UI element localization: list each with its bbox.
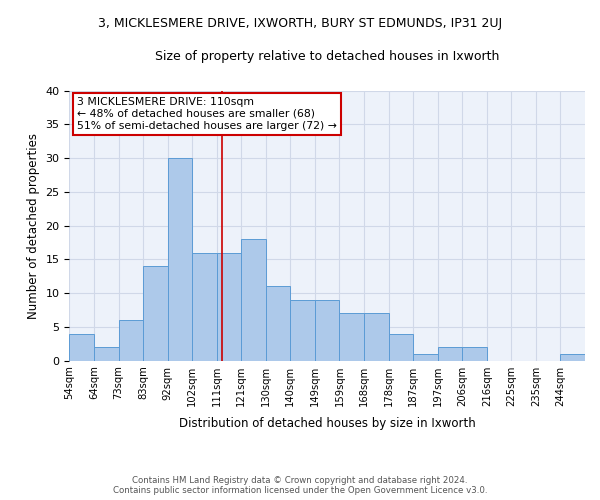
Bar (167, 158, 192, 360)
Bar (70, 334, 94, 360)
Bar (192, 252, 217, 360)
Bar (413, 354, 437, 360)
Bar (389, 334, 413, 360)
X-axis label: Distribution of detached houses by size in Ixworth: Distribution of detached houses by size … (179, 417, 476, 430)
Bar (462, 347, 487, 360)
Bar (364, 314, 389, 360)
Bar (241, 239, 266, 360)
Title: Size of property relative to detached houses in Ixworth: Size of property relative to detached ho… (155, 50, 499, 63)
Text: 3 MICKLESMERE DRIVE: 110sqm
← 48% of detached houses are smaller (68)
51% of sem: 3 MICKLESMERE DRIVE: 110sqm ← 48% of det… (77, 98, 337, 130)
Bar (290, 300, 315, 360)
Bar (437, 347, 462, 360)
Text: Contains HM Land Registry data © Crown copyright and database right 2024.
Contai: Contains HM Land Registry data © Crown c… (113, 476, 487, 495)
Bar (94, 347, 119, 360)
Bar (340, 314, 364, 360)
Bar (560, 354, 585, 360)
Bar (266, 286, 290, 360)
Bar (217, 252, 241, 360)
Bar (315, 300, 340, 360)
Bar (143, 266, 167, 360)
Text: 3, MICKLESMERE DRIVE, IXWORTH, BURY ST EDMUNDS, IP31 2UJ: 3, MICKLESMERE DRIVE, IXWORTH, BURY ST E… (98, 18, 502, 30)
Bar (119, 320, 143, 360)
Y-axis label: Number of detached properties: Number of detached properties (27, 132, 40, 318)
